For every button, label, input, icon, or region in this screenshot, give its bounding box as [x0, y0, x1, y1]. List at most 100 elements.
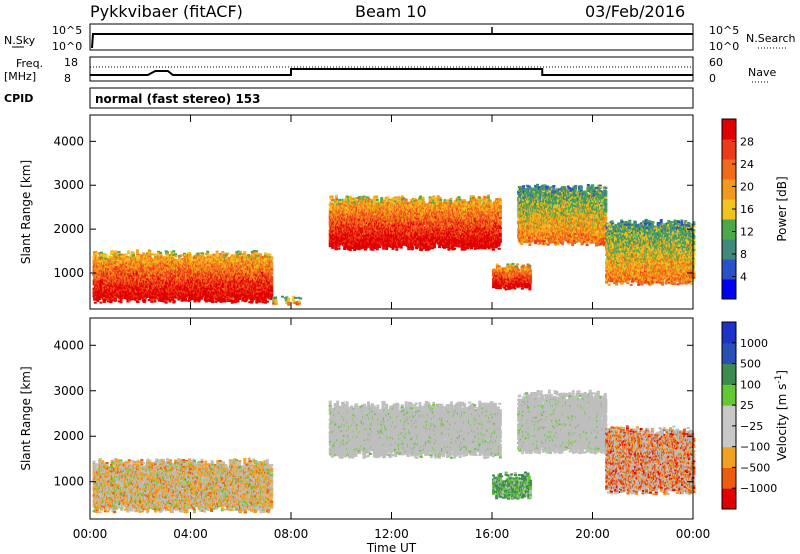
scatter-cell [99, 258, 103, 261]
scatter-cell [135, 271, 139, 274]
scatter-cell [148, 252, 152, 254]
cpid-text: normal (fast stereo) 153 [95, 92, 261, 106]
scatter-cell [159, 251, 163, 254]
noise-left-tick: 10^0 [52, 40, 82, 53]
scatter-cell [117, 278, 121, 281]
scatter-cell [142, 292, 146, 294]
scatter-cell [149, 297, 153, 300]
scatter-cell [188, 252, 191, 254]
scatter-cell [265, 253, 269, 256]
scatter-cell [112, 297, 115, 300]
scatter-cell [172, 258, 176, 261]
scatter-cell [120, 267, 124, 270]
scatter-cell [176, 278, 180, 281]
scatter-cell [135, 298, 139, 301]
scatter-cell [177, 266, 181, 269]
scatter-cell [164, 301, 168, 304]
scatter-cell [148, 283, 152, 286]
scatter-cell [94, 294, 98, 297]
scatter-cell [114, 256, 118, 259]
scatter-cell [223, 300, 227, 303]
scatter-cell [94, 252, 98, 255]
scatter-cell [107, 300, 110, 303]
scatter-cell [120, 279, 124, 282]
scatter-cell [162, 273, 166, 276]
scatter-cell [223, 298, 227, 301]
scatter-cell [113, 297, 117, 300]
scatter-cell [117, 270, 121, 273]
scatter-cell [109, 285, 113, 288]
cpid-panel-frame [89, 87, 694, 109]
cpid-label: CPID [4, 92, 33, 105]
scatter-cell [151, 271, 155, 274]
scatter-cell [177, 256, 181, 259]
noise-right-tick: 10^0 [709, 40, 739, 53]
scatter-cell [123, 288, 127, 291]
scatter-cell [132, 252, 136, 255]
freq-line [90, 68, 693, 76]
scatter-cell [93, 275, 97, 277]
scatter-cell [95, 286, 98, 289]
scatter-cell [113, 295, 117, 298]
scatter-cell [177, 268, 181, 271]
scatter-cell [132, 254, 136, 257]
scatter-cell [99, 256, 103, 259]
scatter-cell [135, 267, 139, 270]
nave-tick: 60 [709, 56, 723, 69]
scatter-cell [150, 300, 154, 303]
scatter-cell [166, 298, 170, 301]
scatter-cell [176, 268, 180, 271]
scatter-cell [148, 256, 152, 258]
scatter-cell [178, 296, 182, 299]
freq-tick: 8 [64, 72, 71, 85]
scatter-cell [259, 253, 262, 256]
scatter-cell [206, 252, 210, 255]
scatter-cell [146, 291, 150, 294]
scatter-cell [179, 254, 183, 257]
scatter-cell [99, 283, 103, 286]
scatter-cell [166, 251, 169, 254]
scatter-cell [92, 287, 96, 290]
scatter-cell [172, 252, 176, 255]
scatter-cell [162, 257, 166, 260]
scatter-cell [206, 250, 210, 253]
scatter-cell [112, 299, 115, 302]
scatter-cell [147, 288, 151, 291]
scatter-cell [93, 278, 97, 281]
scatter-cell [140, 270, 144, 273]
scatter-cell [100, 287, 103, 290]
scatter-cell [164, 299, 168, 302]
scatter-cell [171, 296, 174, 299]
scatter-cell [104, 257, 108, 260]
scatter-cell [120, 287, 124, 290]
scatter-cell [120, 255, 124, 258]
scatter-cell [95, 269, 99, 272]
scatter-cell [153, 298, 157, 301]
scatter-cell [135, 253, 139, 256]
scatter-cell [189, 296, 193, 299]
scatter-cell [153, 300, 157, 303]
scatter-cell [98, 276, 102, 279]
scatter-cell [122, 253, 125, 256]
scatter-cell [127, 250, 131, 253]
scatter-cell [150, 298, 154, 301]
scatter-cell [100, 278, 104, 281]
scatter-cell [172, 254, 176, 257]
scatter-cell [142, 252, 146, 255]
scatter-cell [119, 257, 123, 260]
scatter-cell [162, 256, 166, 259]
scatter-cell [138, 298, 142, 301]
scatter-cell [111, 250, 115, 253]
scatter-cell [233, 301, 237, 304]
scatter-cell [143, 299, 147, 302]
scatter-cell [105, 279, 109, 282]
scatter-cell [151, 253, 155, 256]
scatter-cell [180, 299, 184, 302]
scatter-cell [215, 250, 219, 253]
scatter-cell [161, 277, 164, 280]
scatter-cell [133, 256, 137, 259]
scatter-cell [96, 252, 100, 255]
scatter-cell [110, 286, 114, 289]
scatter-cell [107, 298, 110, 301]
scatter-cell [118, 253, 122, 256]
